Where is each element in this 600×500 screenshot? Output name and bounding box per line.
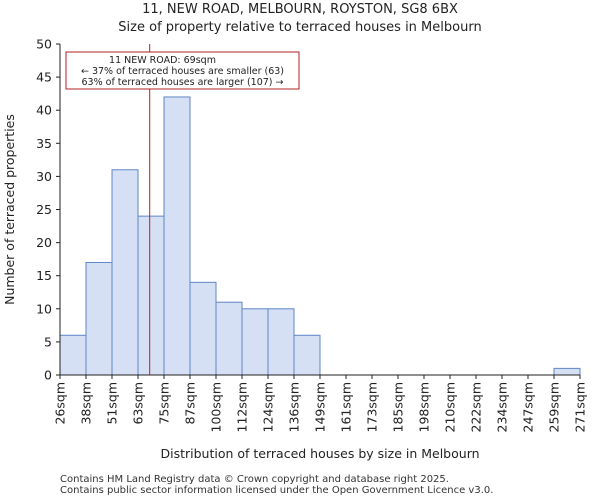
y-tick-label: 0 bbox=[44, 368, 52, 383]
y-tick-label: 30 bbox=[36, 169, 52, 184]
x-tick-label: 198sqm bbox=[417, 382, 432, 432]
y-tick-label: 40 bbox=[36, 103, 52, 118]
histogram-bar bbox=[111, 169, 139, 376]
x-tick-label: 161sqm bbox=[339, 382, 354, 432]
histogram-bar bbox=[215, 301, 243, 376]
x-tick-label: 51sqm bbox=[105, 382, 120, 425]
x-tick-label: 26sqm bbox=[53, 382, 68, 425]
x-tick-label: 247sqm bbox=[521, 382, 536, 432]
y-axis-label: Number of terraced properties bbox=[2, 114, 17, 305]
chart-title: Size of property relative to terraced ho… bbox=[118, 20, 482, 35]
histogram-bar bbox=[553, 367, 581, 376]
x-tick-label: 271sqm bbox=[573, 382, 588, 432]
x-tick-label: 112sqm bbox=[235, 382, 250, 432]
histogram-bar bbox=[267, 308, 295, 376]
histogram-bar bbox=[137, 215, 165, 376]
x-tick-label: 38sqm bbox=[79, 382, 94, 425]
y-tick-label: 10 bbox=[36, 301, 52, 316]
y-tick-label: 15 bbox=[36, 268, 52, 283]
footer-licence: Contains public sector information licen… bbox=[60, 485, 494, 496]
histogram-bar bbox=[85, 261, 113, 376]
annotation-box bbox=[65, 51, 300, 90]
x-tick-label: 87sqm bbox=[183, 382, 198, 425]
annotation-smaller: ← 37% of terraced houses are smaller (63… bbox=[81, 66, 284, 77]
annotation-larger: 63% of terraced houses are larger (107) … bbox=[82, 77, 284, 88]
histogram-bar bbox=[189, 281, 217, 376]
x-tick-label: 75sqm bbox=[157, 382, 172, 425]
x-tick-label: 149sqm bbox=[313, 382, 328, 432]
footer-copyright: Contains HM Land Registry data © Crown c… bbox=[60, 474, 449, 485]
x-tick-label: 173sqm bbox=[365, 382, 380, 432]
x-tick-label: 234sqm bbox=[495, 382, 510, 432]
y-tick-label: 35 bbox=[36, 136, 52, 151]
x-tick-label: 100sqm bbox=[209, 382, 224, 432]
x-tick-label: 185sqm bbox=[391, 382, 406, 432]
histogram-bar bbox=[59, 334, 87, 376]
y-tick-label: 25 bbox=[36, 202, 52, 217]
x-axis-label: Distribution of terraced houses by size … bbox=[160, 446, 479, 461]
x-tick-label: 124sqm bbox=[261, 382, 276, 432]
x-tick-label: 63sqm bbox=[131, 382, 146, 425]
histogram-bar bbox=[163, 96, 191, 376]
chart-title-address: 11, NEW ROAD, MELBOURN, ROYSTON, SG8 6BX bbox=[142, 2, 458, 17]
y-tick-label: 20 bbox=[36, 235, 52, 250]
y-tick-label: 50 bbox=[36, 37, 52, 52]
x-tick-label: 210sqm bbox=[443, 382, 458, 432]
x-tick-label: 136sqm bbox=[287, 382, 302, 432]
y-tick-label: 45 bbox=[36, 70, 52, 85]
x-tick-label: 259sqm bbox=[547, 382, 562, 432]
histogram-bar bbox=[241, 308, 269, 376]
y-tick-label: 5 bbox=[44, 334, 52, 349]
histogram-bar bbox=[293, 334, 321, 376]
x-tick-label: 222sqm bbox=[469, 382, 484, 432]
annotation-title: 11 NEW ROAD: 69sqm bbox=[109, 55, 216, 66]
